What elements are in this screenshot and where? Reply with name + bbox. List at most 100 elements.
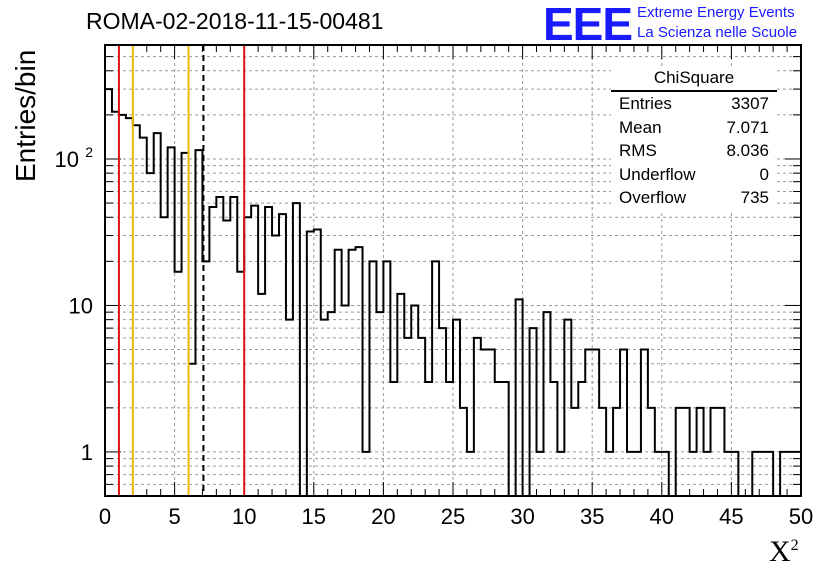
stats-label: Overflow (619, 188, 687, 207)
x-axis-label: X2 (769, 535, 799, 569)
histogram-bin (537, 452, 544, 496)
plot-frame (104, 44, 802, 497)
histogram-bin (376, 312, 383, 496)
histogram-bin (446, 382, 453, 496)
histogram-bin (411, 305, 418, 496)
histogram-bin (356, 247, 363, 496)
histogram-bin (724, 452, 731, 496)
histogram-bin (766, 452, 773, 496)
histogram-bin (286, 320, 293, 496)
histogram-bin (154, 133, 161, 496)
stats-value: 0 (759, 164, 769, 184)
y-tick-label-superscript: 2 (85, 144, 93, 160)
histogram-bin (474, 338, 481, 496)
histogram-bin (237, 272, 244, 496)
y-tick-label: 1 (81, 440, 93, 465)
x-axis-label-superscript: 2 (790, 537, 799, 554)
histogram-bin (557, 452, 564, 496)
stats-row-entries: Entries 3307 (611, 92, 777, 116)
histogram-bin (105, 89, 112, 496)
histogram-bin (223, 221, 230, 496)
histogram-bin (195, 150, 202, 496)
histogram-bin (599, 408, 606, 496)
x-tick-label: 50 (789, 504, 813, 529)
stats-row-overflow: Overflow 735 (611, 186, 777, 210)
histogram-bin (460, 408, 467, 496)
histogram-bin (265, 207, 272, 496)
stats-box-name: ChiSquare (611, 67, 777, 92)
histogram-bin (140, 138, 147, 496)
histogram-bin (432, 261, 439, 496)
histogram-bin (481, 350, 488, 496)
x-tick-label: 40 (650, 504, 674, 529)
histogram-bin (216, 197, 223, 496)
y-tick-label: 10 (55, 147, 79, 172)
histogram-bin (634, 452, 641, 496)
x-tick-label: 30 (510, 504, 534, 529)
histogram-bin (697, 408, 704, 496)
histogram-bin (168, 147, 175, 496)
histogram-bin (147, 173, 154, 496)
histogram-bin (780, 452, 787, 496)
histogram-bin (641, 350, 648, 496)
histogram-bin (404, 338, 411, 496)
histogram-bin (425, 382, 432, 496)
histogram-bin (119, 115, 126, 496)
y-tick-label: 10 (69, 293, 93, 318)
histogram-bin (655, 452, 662, 496)
histogram-bin (314, 229, 321, 496)
histogram-bin (161, 217, 168, 496)
x-axis-label-main: X (769, 535, 791, 568)
histogram-bin (349, 250, 356, 496)
histogram-bin (307, 231, 314, 496)
x-tick-label: 0 (99, 504, 111, 529)
histogram-bin (502, 382, 509, 496)
histogram-bin (335, 250, 342, 496)
histogram-bin (759, 452, 766, 496)
histogram-bin (383, 261, 390, 496)
histogram-bin (439, 328, 446, 496)
histogram-bin (251, 206, 258, 496)
histogram-bin (627, 452, 634, 496)
histogram-bin (592, 350, 599, 496)
eee-logo: EEE (543, 0, 633, 50)
stats-row-mean: Mean 7.071 (611, 116, 777, 140)
histogram-bin (488, 350, 495, 496)
histogram-bin (571, 408, 578, 496)
histogram-bin (717, 408, 724, 496)
histogram-bin (585, 350, 592, 496)
histogram-bin (564, 320, 571, 496)
histogram-bin (550, 382, 557, 496)
histogram-bin (467, 452, 474, 496)
histogram-bin (613, 408, 620, 496)
x-tick-label: 35 (580, 504, 604, 529)
histogram-bin (794, 452, 801, 496)
stats-label: Underflow (619, 164, 696, 184)
histogram-bin (209, 207, 216, 496)
histogram-bin (704, 452, 711, 496)
stats-label: Mean (619, 117, 662, 137)
histogram-bin (321, 320, 328, 496)
y-axis-label: Entries/bin (10, 49, 41, 182)
histogram-bin (390, 382, 397, 496)
histogram-bin (244, 217, 251, 496)
histogram-bin (342, 305, 349, 496)
histogram-bin (516, 299, 523, 496)
histogram-bin (133, 125, 140, 496)
histogram-bin (363, 452, 370, 496)
x-tick-label: 20 (371, 504, 395, 529)
x-tick-label: 15 (302, 504, 326, 529)
stats-label: RMS (619, 141, 657, 160)
histogram-bin (397, 294, 404, 496)
histogram-bin (418, 338, 425, 496)
stats-row-rms: RMS 8.036 (611, 139, 777, 163)
stats-value: 3307 (731, 94, 769, 113)
stats-value: 8.036 (726, 141, 769, 160)
histogram-bin (690, 452, 697, 496)
histogram-bin (731, 452, 738, 496)
stats-value: 735 (740, 188, 769, 207)
stats-row-underflow: Underflow 0 (611, 163, 777, 187)
histogram-bin (676, 408, 683, 496)
histogram-bin (182, 153, 189, 496)
x-tick-label: 5 (168, 504, 180, 529)
